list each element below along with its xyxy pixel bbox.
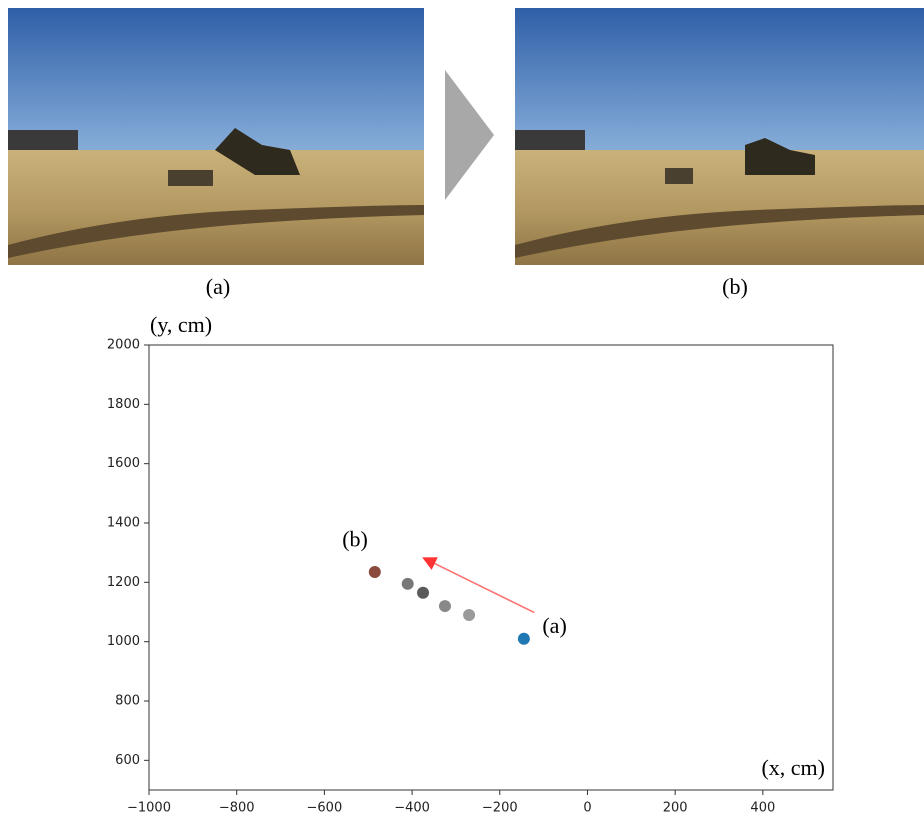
y-axis-label: (y, cm) xyxy=(150,312,212,337)
panel-label: (a) xyxy=(206,274,230,299)
y-tick-label: 2000 xyxy=(107,338,140,353)
point xyxy=(438,600,451,613)
photo-b xyxy=(515,8,924,265)
y-tick-label: 1200 xyxy=(107,575,140,590)
annotation: (b) xyxy=(342,527,368,552)
x-tick-label: −800 xyxy=(219,801,255,816)
point xyxy=(463,608,476,621)
direction-arrow-shaft xyxy=(434,562,535,614)
point xyxy=(517,632,530,645)
direction-arrow-head xyxy=(422,557,438,570)
y-tick-label: 1600 xyxy=(107,456,140,471)
y-tick-label: 800 xyxy=(115,694,140,709)
y-tick-label: 1000 xyxy=(107,634,140,649)
y-tick-label: 1400 xyxy=(107,516,140,531)
point xyxy=(368,565,381,578)
transition-arrow xyxy=(445,70,494,200)
plot-frame xyxy=(148,344,834,791)
x-tick-label: −200 xyxy=(482,801,518,816)
panel-label: (b) xyxy=(722,274,748,299)
x-tick-label: 400 xyxy=(750,801,775,816)
point xyxy=(401,577,414,590)
x-tick-label: −600 xyxy=(307,801,343,816)
point xyxy=(417,586,430,599)
y-tick-label: 600 xyxy=(115,753,140,768)
x-tick-label: 0 xyxy=(583,801,591,816)
photo-a xyxy=(8,8,424,265)
x-tick-label: −1000 xyxy=(127,801,171,816)
x-tick-label: 200 xyxy=(663,801,688,816)
x-tick-label: −400 xyxy=(394,801,430,816)
annotation: (a) xyxy=(542,613,566,638)
y-tick-label: 1800 xyxy=(107,397,140,412)
x-axis-label: (x, cm) xyxy=(761,755,825,780)
